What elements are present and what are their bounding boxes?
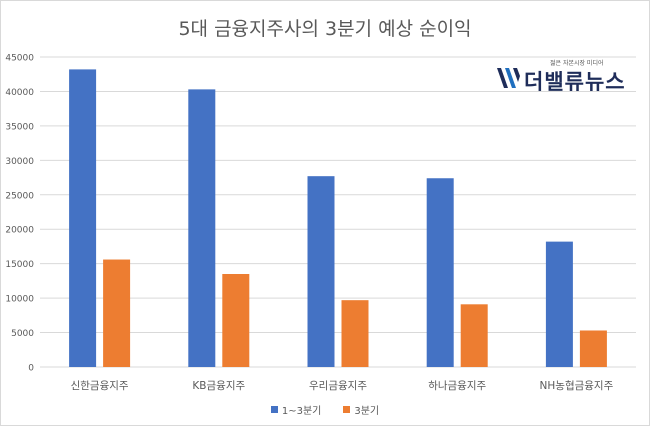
thevaluenews-logo: 젊은 자본시장 미디어 더밸류뉴스 bbox=[494, 58, 634, 98]
logo-name: 더밸류뉴스 bbox=[524, 70, 626, 94]
y-axis-ticks: 0 5000 10000 15000 20000 25000 30000 35000 40000… bbox=[5, 54, 34, 374]
legend-label: 1~3분기 bbox=[281, 406, 322, 417]
x-axis-labels: 신한금융지주 KB금융지주 우리금융지주 하나금융지주 NH농협금융지주 bbox=[71, 379, 614, 392]
y-tick-label: 40000 bbox=[5, 88, 34, 98]
logo-mark-icon bbox=[497, 68, 520, 88]
y-tick-label: 15000 bbox=[5, 260, 34, 270]
x-tick-label: 하나금융지주 bbox=[428, 379, 486, 392]
y-tick-label: 45000 bbox=[5, 54, 34, 64]
x-tick-label: 우리금융지주 bbox=[309, 380, 367, 392]
y-tick-label: 0 bbox=[28, 364, 34, 374]
legend-swatch bbox=[343, 406, 351, 413]
x-tick-label: 신한금융지주 bbox=[71, 380, 129, 392]
legend-item: 3분기 bbox=[343, 402, 379, 417]
bar-series2 bbox=[222, 274, 250, 367]
x-tick-label: NH농협금융지주 bbox=[540, 379, 614, 392]
chart-title: 5대 금융지주사의 3분기 예상 순이익 bbox=[178, 18, 472, 40]
bar-series1 bbox=[188, 89, 216, 367]
bar-series2 bbox=[460, 304, 488, 367]
bars bbox=[69, 69, 607, 368]
y-tick-label: 35000 bbox=[5, 122, 34, 132]
y-tick-label: 30000 bbox=[5, 157, 34, 167]
logo-tagline: 젊은 자본시장 미디어 bbox=[550, 60, 604, 67]
bar-series2 bbox=[103, 259, 131, 367]
legend: 1~3분기 3분기 bbox=[0, 402, 650, 417]
y-tick-label: 10000 bbox=[5, 295, 34, 305]
y-tick-label: 5000 bbox=[11, 329, 34, 339]
legend-item: 1~3분기 bbox=[270, 402, 322, 417]
legend-swatch bbox=[270, 406, 278, 413]
bar-series1 bbox=[69, 69, 97, 368]
y-tick-label: 20000 bbox=[5, 226, 34, 236]
bar-series1 bbox=[307, 176, 335, 367]
bar-series2 bbox=[341, 300, 369, 367]
x-tick-label: KB금융지주 bbox=[192, 380, 245, 392]
bar-series1 bbox=[545, 241, 573, 367]
bar-series2 bbox=[579, 330, 607, 367]
legend-label: 3분기 bbox=[354, 406, 380, 417]
bar-series1 bbox=[426, 178, 454, 367]
y-tick-label: 25000 bbox=[5, 191, 34, 201]
gridlines bbox=[40, 56, 636, 368]
